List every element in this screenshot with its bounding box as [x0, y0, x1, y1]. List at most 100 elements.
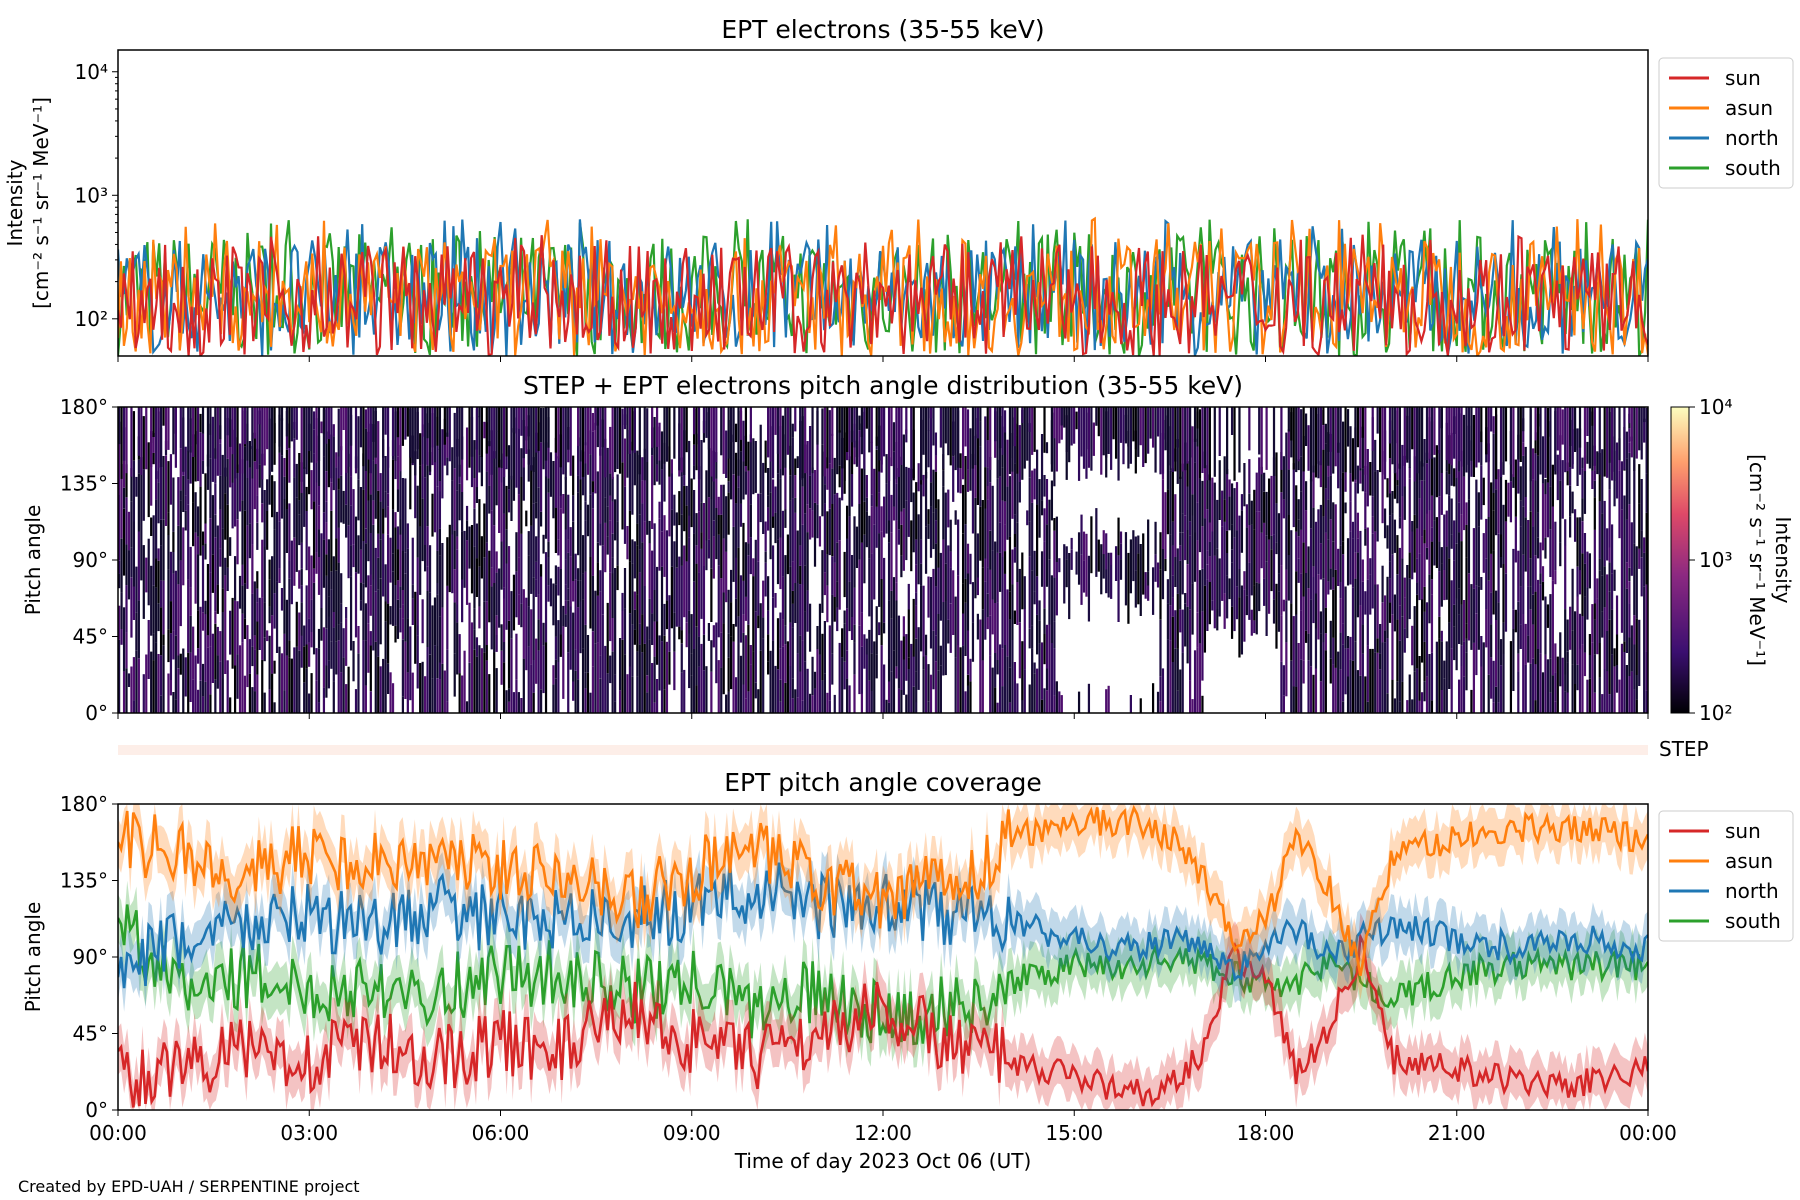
heatmap-cell: [710, 499, 713, 569]
heatmap-cell: [1031, 407, 1034, 455]
heatmap-cell: [554, 678, 558, 713]
heatmap-cell: [700, 502, 703, 533]
heatmap-cell: [631, 539, 634, 564]
heatmap-cell: [744, 407, 748, 466]
heatmap-cell: [386, 534, 390, 604]
heatmap-cell: [759, 650, 762, 713]
heatmap-cell: [1329, 433, 1332, 476]
heatmap-cell: [1359, 675, 1362, 713]
heatmap-cell: [786, 534, 789, 575]
heatmap-cell: [924, 655, 928, 713]
heatmap-cell: [614, 674, 617, 702]
heatmap-cell: [636, 545, 639, 595]
heatmap-cell: [187, 579, 190, 653]
heatmap-cell: [1581, 616, 1584, 645]
heatmap-cell: [1053, 412, 1056, 487]
heatmap-cell: [1055, 681, 1058, 713]
heatmap-cell: [976, 407, 979, 439]
heatmap-cell: [520, 603, 523, 628]
heatmap-cell: [599, 570, 602, 592]
heatmap-cell: [1519, 624, 1522, 649]
heatmap-cell: [1006, 486, 1009, 540]
heatmap-cell: [404, 552, 407, 574]
heatmap-cell: [794, 512, 797, 583]
heatmap-cell: [1546, 482, 1550, 538]
heatmap-cell: [929, 482, 933, 507]
heatmap-cell: [1312, 465, 1315, 508]
heatmap-cell: [335, 570, 338, 642]
heatmap-cell: [961, 613, 965, 646]
heatmap-cell: [263, 547, 266, 603]
heatmap-cell: [1043, 634, 1046, 665]
heatmap-cell: [1615, 665, 1619, 693]
heatmap-cell: [870, 653, 873, 691]
heatmap-cell: [949, 519, 952, 552]
heatmap-cell: [1633, 615, 1636, 645]
heatmap-cell: [224, 575, 227, 604]
heatmap-cell: [1322, 516, 1325, 579]
heatmap-cell: [189, 652, 192, 702]
heatmap-cell: [601, 419, 604, 480]
heatmap-cell: [122, 671, 126, 713]
heatmap-cell: [372, 500, 375, 525]
heatmap-cell: [1502, 653, 1505, 713]
heatmap-cell: [601, 585, 604, 615]
heatmap-cell: [261, 597, 264, 660]
heatmap-cell: [1477, 586, 1480, 650]
heatmap-cell: [791, 561, 794, 591]
heatmap-cell: [989, 615, 992, 656]
heatmap-cell: [461, 579, 464, 623]
heatmap-cell: [396, 549, 400, 581]
heatmap-cell: [1206, 465, 1209, 510]
heatmap-cell: [345, 504, 348, 538]
heatmap-cell: [609, 521, 612, 573]
heatmap-cell: [554, 507, 558, 553]
heatmap-cell: [1193, 650, 1197, 713]
heatmap-cell: [1453, 604, 1456, 627]
heatmap-cell: [414, 407, 417, 476]
heatmap-cell: [801, 407, 804, 479]
heatmap-cell: [515, 679, 518, 713]
heatmap-cell: [688, 537, 691, 611]
heatmap-cell: [1490, 407, 1493, 432]
heatmap-cell: [465, 505, 469, 521]
heatmap-cell: [1235, 482, 1239, 531]
heatmap-cell: [246, 478, 249, 526]
heatmap-cell: [209, 458, 212, 519]
heatmap-cell: [742, 522, 745, 581]
heatmap-cell: [162, 634, 165, 646]
heatmap-cell: [1460, 450, 1463, 515]
heatmap-cell: [1586, 679, 1589, 713]
heatmap-cell: [915, 592, 918, 606]
heatmap-cell: [1186, 486, 1189, 531]
heatmap-cell: [1036, 576, 1039, 615]
heatmap-cell: [1107, 552, 1110, 598]
heatmap-cell: [122, 508, 126, 576]
heatmap-cell: [1001, 686, 1004, 713]
heatmap-cell: [1485, 407, 1488, 455]
heatmap-cell: [799, 565, 802, 585]
heatmap-cell: [1156, 691, 1160, 713]
heatmap-cell: [1628, 504, 1631, 568]
heatmap-cell: [1050, 407, 1054, 472]
heatmap-cell: [1423, 611, 1426, 642]
heatmap-cell: [1477, 526, 1480, 587]
heatmap-cell: [1329, 519, 1332, 569]
heatmap-cell: [285, 431, 289, 450]
heatmap-cell: [631, 441, 634, 515]
heatmap-cell: [251, 544, 254, 594]
heatmap-cell: [912, 656, 915, 687]
heatmap-cell: [1304, 630, 1308, 643]
heatmap-cell: [1013, 547, 1017, 563]
heatmap-cell: [1529, 511, 1532, 559]
heatmap-cell: [594, 643, 597, 713]
heatmap-cell: [377, 490, 380, 534]
heatmap-cell: [1206, 564, 1209, 580]
heatmap-cell: [317, 628, 321, 649]
heatmap-cell: [1181, 463, 1184, 514]
heatmap-cell: [507, 445, 511, 490]
heatmap-cell: [137, 658, 140, 713]
heatmap-cell: [611, 533, 614, 558]
heatmap-cell: [628, 561, 632, 614]
heatmap-cell: [1403, 455, 1406, 487]
